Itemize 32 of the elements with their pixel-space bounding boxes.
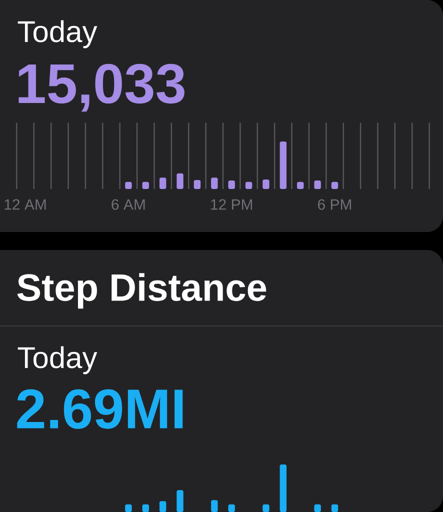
bar	[125, 182, 132, 189]
bar	[194, 180, 201, 189]
text: 15,033	[18, 64, 184, 112]
bar	[211, 178, 218, 189]
chart-subtitle: Today	[18, 346, 98, 374]
chart-title: Step Distance	[17, 273, 266, 309]
x-tick-label: 12 PM	[211, 199, 252, 210]
bar	[228, 504, 235, 512]
x-tick-label: 6 PM	[318, 199, 352, 210]
bar	[159, 501, 166, 512]
bar	[142, 504, 149, 512]
bar	[262, 504, 270, 512]
bar	[125, 504, 132, 512]
bar	[280, 141, 287, 189]
bar	[176, 173, 184, 189]
bar	[280, 464, 287, 512]
x-tick-label: 12 AM	[4, 199, 46, 210]
bar	[159, 178, 166, 189]
chart-subtitle: Today	[18, 20, 98, 48]
bar	[142, 182, 149, 189]
bar	[314, 504, 321, 512]
bar	[211, 500, 218, 512]
bar	[262, 179, 270, 189]
text: 2.69MI	[17, 389, 183, 429]
bar	[245, 182, 252, 189]
x-tick-label: 6 AM	[112, 199, 145, 210]
bar	[176, 490, 184, 512]
bar	[331, 182, 338, 189]
bar	[314, 180, 321, 189]
bar	[331, 504, 338, 512]
bar	[297, 182, 304, 189]
bar	[228, 180, 235, 189]
